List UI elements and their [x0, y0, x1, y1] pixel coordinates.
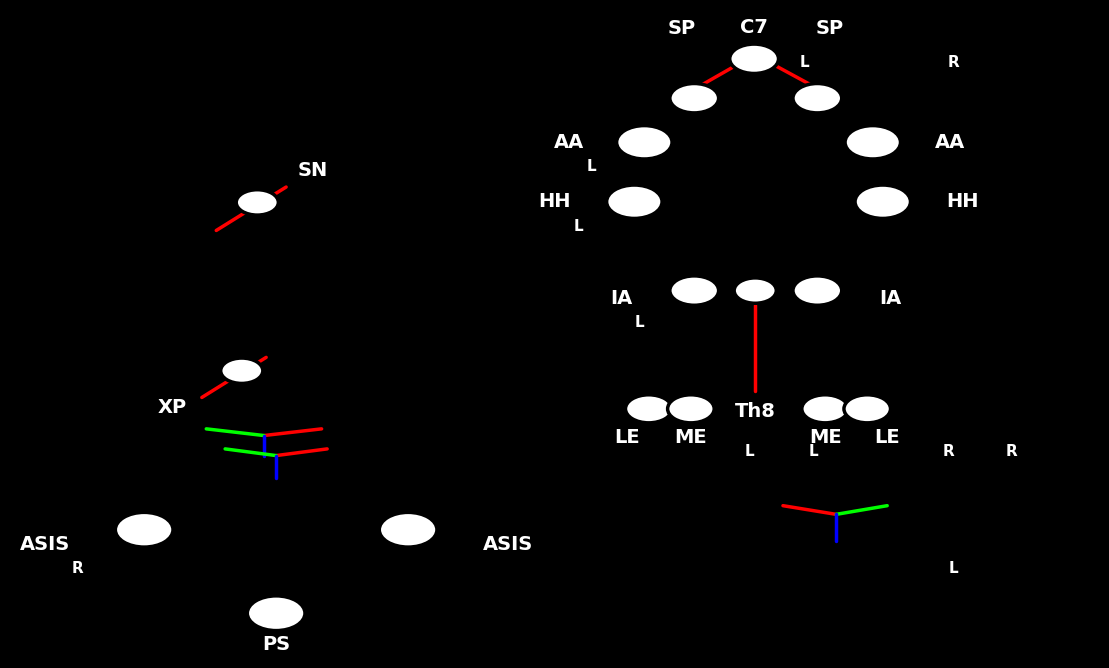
- Circle shape: [670, 276, 719, 305]
- Circle shape: [115, 512, 173, 547]
- Text: AA: AA: [554, 133, 584, 152]
- Text: ME: ME: [674, 428, 708, 446]
- Text: L: L: [808, 444, 818, 460]
- Circle shape: [793, 84, 842, 113]
- Text: R: R: [1005, 444, 1017, 460]
- Text: R: R: [947, 55, 959, 70]
- Text: ASIS: ASIS: [482, 535, 532, 554]
- Circle shape: [607, 185, 662, 218]
- Circle shape: [625, 395, 672, 423]
- Text: L: L: [573, 218, 583, 234]
- Text: SP: SP: [668, 19, 696, 38]
- Text: PS: PS: [262, 635, 291, 653]
- Text: HH: HH: [946, 192, 978, 211]
- Text: L: L: [744, 444, 754, 460]
- Text: ASIS: ASIS: [20, 535, 70, 554]
- Text: L: L: [587, 159, 597, 174]
- Circle shape: [379, 512, 437, 547]
- Circle shape: [855, 185, 910, 218]
- Text: R: R: [943, 444, 955, 460]
- Text: LE: LE: [874, 428, 901, 446]
- Text: IA: IA: [610, 289, 632, 308]
- Text: C7: C7: [740, 18, 769, 37]
- Circle shape: [236, 190, 278, 215]
- Text: R: R: [72, 561, 84, 576]
- Text: IA: IA: [879, 289, 902, 308]
- Text: SN: SN: [297, 162, 327, 180]
- Circle shape: [617, 126, 672, 159]
- Text: ME: ME: [808, 428, 842, 446]
- Circle shape: [845, 126, 901, 159]
- Text: AA: AA: [935, 133, 965, 152]
- Text: XP: XP: [157, 398, 186, 417]
- Circle shape: [668, 395, 714, 423]
- Circle shape: [793, 276, 842, 305]
- Circle shape: [247, 596, 305, 631]
- Circle shape: [221, 358, 263, 383]
- Circle shape: [844, 395, 891, 423]
- Circle shape: [670, 84, 719, 113]
- Text: Th8: Th8: [735, 402, 775, 421]
- Circle shape: [730, 44, 779, 73]
- Text: HH: HH: [539, 192, 571, 211]
- Circle shape: [802, 395, 848, 423]
- Text: L: L: [800, 55, 810, 70]
- Text: LE: LE: [613, 428, 640, 446]
- Text: SP: SP: [815, 19, 844, 38]
- Circle shape: [734, 278, 776, 303]
- Text: L: L: [948, 561, 958, 576]
- Text: L: L: [634, 315, 644, 331]
